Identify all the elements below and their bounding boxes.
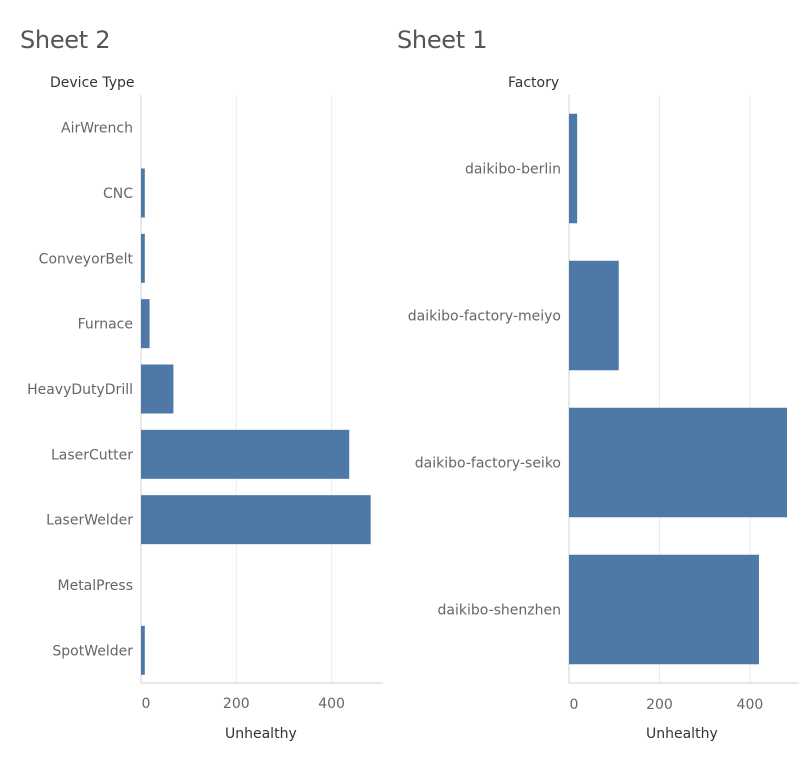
- device-category-label: Furnace: [78, 317, 133, 333]
- sheet-2-x-axis-title: Unhealthy: [225, 726, 297, 742]
- device-x-tick-label: 400: [318, 696, 345, 712]
- factory-header[interactable]: Factory: [508, 75, 560, 91]
- factory-category-label: daikibo-berlin: [465, 162, 561, 178]
- factory-x-tick-label: 400: [737, 697, 764, 713]
- device-bar[interactable]: [141, 495, 371, 545]
- factory-x-tick-label: 200: [646, 697, 673, 713]
- device-bar[interactable]: [141, 299, 150, 349]
- device-category-label: HeavyDutyDrill: [27, 382, 133, 398]
- sheet-1-x-axis-title: Unhealthy: [646, 726, 718, 742]
- device-category-label: LaserWelder: [46, 513, 133, 529]
- factory-bar[interactable]: [569, 407, 788, 518]
- device-category-label: LaserCutter: [51, 447, 133, 463]
- factory-bar[interactable]: [569, 260, 619, 371]
- factory-category-label: daikibo-shenzhen: [438, 603, 561, 619]
- factory-bar[interactable]: [569, 554, 759, 665]
- device-bar[interactable]: [141, 364, 174, 414]
- factory-category-label: daikibo-factory-seiko: [415, 456, 561, 472]
- factory-bar[interactable]: [569, 113, 578, 224]
- device-category-label: SpotWelder: [52, 643, 133, 659]
- factory-category-label: daikibo-factory-meiyo: [408, 309, 561, 325]
- sheet-1-title: Sheet 1: [397, 26, 488, 54]
- device-bar[interactable]: [141, 625, 145, 675]
- device-bar[interactable]: [141, 233, 145, 283]
- device-category-label: ConveyorBelt: [39, 251, 134, 267]
- factory-x-tick-label: 0: [570, 697, 579, 713]
- device-x-tick-label: 0: [142, 696, 151, 712]
- sheet-2-title: Sheet 2: [20, 26, 111, 54]
- device-bar[interactable]: [141, 168, 145, 218]
- device-category-label: AirWrench: [61, 121, 133, 137]
- device-category-label: MetalPress: [58, 578, 134, 594]
- device-type-header[interactable]: Device Type: [50, 75, 135, 91]
- device-category-label: CNC: [103, 186, 133, 202]
- device-bar[interactable]: [141, 429, 350, 479]
- device-x-tick-label: 200: [223, 696, 250, 712]
